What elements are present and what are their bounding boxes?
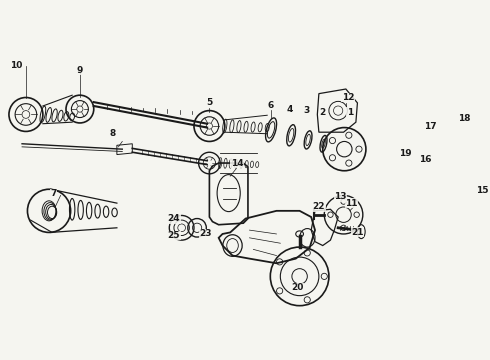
Text: 15: 15	[476, 185, 489, 194]
Text: 24: 24	[168, 214, 180, 223]
Text: 13: 13	[334, 193, 347, 202]
Text: 21: 21	[351, 228, 364, 237]
Text: 4: 4	[286, 104, 293, 113]
Text: 1: 1	[346, 108, 353, 117]
Text: 6: 6	[268, 101, 274, 110]
Text: 22: 22	[313, 202, 325, 211]
Text: 19: 19	[399, 149, 412, 158]
Text: 10: 10	[10, 62, 23, 71]
Text: 8: 8	[109, 129, 115, 138]
Text: 17: 17	[424, 122, 437, 131]
Text: 20: 20	[291, 283, 303, 292]
Text: 25: 25	[168, 231, 180, 240]
Text: 5: 5	[206, 98, 213, 107]
Text: 16: 16	[419, 155, 432, 164]
Text: 9: 9	[77, 66, 83, 75]
Text: 23: 23	[199, 229, 212, 238]
Text: 12: 12	[342, 93, 354, 102]
Text: 7: 7	[50, 189, 57, 198]
Text: 3: 3	[303, 106, 310, 115]
Text: 18: 18	[458, 114, 470, 123]
Text: 14: 14	[231, 158, 244, 167]
Text: 11: 11	[345, 199, 358, 208]
Text: 2: 2	[319, 108, 326, 117]
